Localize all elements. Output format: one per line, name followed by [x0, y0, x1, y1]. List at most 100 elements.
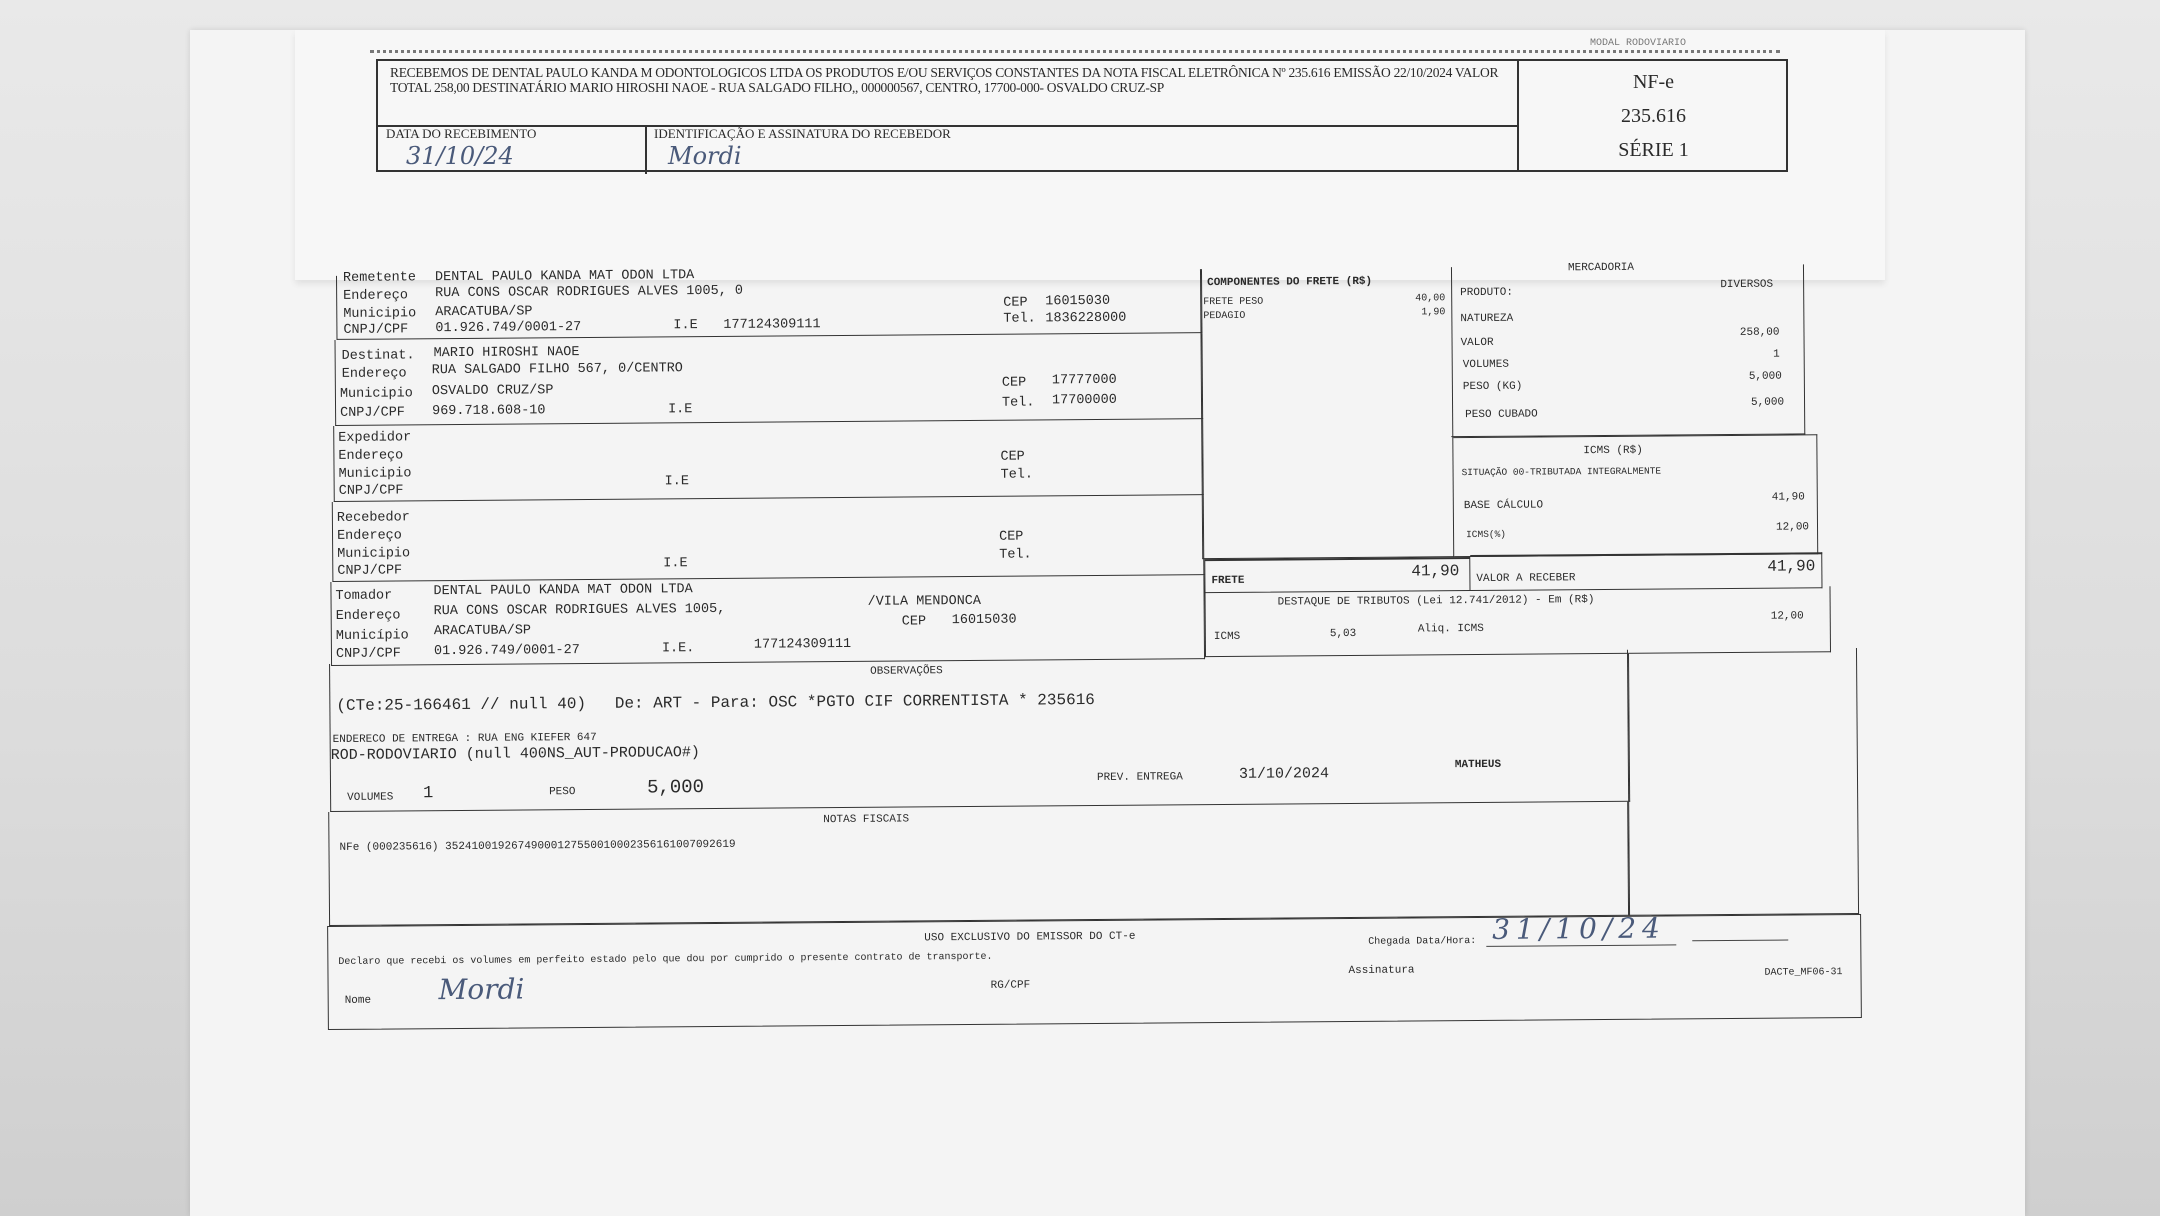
recebedor-ie-label: I.E: [663, 556, 688, 572]
recebedor-section: Recebedor Endereço Municipio CNPJ/CPF I.…: [331, 495, 1205, 582]
observacoes-line1: (CTe:25-166461 // null 40) De: ART - Par…: [336, 690, 1095, 715]
form-code: DACTe_MF06-31: [1764, 967, 1843, 979]
remetente-doc: 01.926.749/0001-27: [435, 320, 582, 337]
destinatario-end-label: Endereço: [341, 366, 407, 382]
remetente-tel-label: Tel.: [1003, 311, 1036, 327]
recebedor-tel-label: Tel.: [999, 547, 1032, 563]
destinatario-doc-label: CNPJ/CPF: [340, 405, 405, 421]
receipt-stub: RECEBEMOS DE DENTAL PAULO KANDA M ODONTO…: [376, 59, 1788, 174]
tomador-city: ARACATUBA/SP: [433, 623, 532, 640]
chegada-label: Chegada Data/Hora:: [1368, 936, 1477, 948]
tributos-section: DESTAQUE DE TRIBUTOS (Lei 12.741/2012) -…: [1204, 586, 1832, 658]
natureza-label: NATUREZA: [1460, 312, 1514, 326]
signature: Mordi: [668, 142, 742, 170]
notas-title: NOTAS FISCAIS: [823, 813, 910, 827]
icms-situacao: SITUAÇÃO 00-TRIBUTADA INTEGRALMENTE: [1461, 465, 1662, 479]
componentes-section: COMPONENTES DO FRETE (R$) FRETE PESO 40,…: [1199, 267, 1455, 560]
tomador-mun-label: Município: [335, 628, 409, 644]
remetente-mun-label: Municipio: [343, 306, 417, 322]
remetente-cep-label: CEP: [1003, 295, 1028, 311]
icms-pct-value: 12,00: [1775, 521, 1810, 534]
remetente-cep: 16015030: [1045, 293, 1111, 310]
destinatario-tel: 17700000: [1051, 392, 1117, 409]
observacoes-section: OBSERVAÇÕES (CTe:25-166461 // null 40) D…: [329, 653, 1631, 812]
recebedor-doc-label: CNPJ/CPF: [337, 563, 403, 579]
destinatario-tel-label: Tel.: [1001, 395, 1035, 411]
expedidor-mun-label: Municipio: [338, 466, 412, 482]
nome-signature: Mordi: [438, 972, 525, 1007]
recebedor-cep-label: CEP: [999, 529, 1024, 545]
pedagio-label: PEDAGIO: [1203, 310, 1246, 323]
recebedor-end-label: Endereço: [336, 528, 402, 544]
valor-receber-label: VALOR A RECEBER: [1476, 572, 1576, 585]
frete-peso-value: 40,00: [1415, 293, 1446, 305]
obs-volumes-label: VOLUMES: [347, 791, 394, 804]
modal-label: MODAL RODOVIARIO: [1590, 38, 1687, 49]
peso-value: 5,000: [1748, 370, 1782, 383]
nfe-serie: SÉRIE 1: [1618, 139, 1689, 161]
remetente-tel: 1836228000: [1045, 310, 1127, 327]
remetente-city: ARACATUBA/SP: [435, 304, 533, 321]
volumes-label: VOLUMES: [1462, 358, 1509, 372]
mercadoria-section: MERCADORIA PRODUTO: DIVERSOS NATUREZA VA…: [1449, 261, 1806, 438]
peso-label: PESO (KG): [1462, 380, 1523, 394]
frete-value: 41,90: [1411, 562, 1460, 581]
tributos-icms-label: ICMS: [1213, 630, 1241, 644]
mercadoria-title: MERCADORIA: [1567, 261, 1635, 275]
volumes-value: 1: [1773, 348, 1780, 361]
tomador-district: /VILA MENDONCA: [867, 593, 982, 610]
remetente-label: Remetente: [342, 270, 416, 286]
destinatario-doc: 969.718.608-10: [432, 403, 546, 420]
obs-volumes-value: 1: [422, 784, 434, 804]
tomador-ie: 177124309111: [753, 636, 852, 653]
valor-receber-value: 41,90: [1767, 557, 1816, 576]
produto-value: DIVERSOS: [1720, 278, 1774, 292]
nfe-key-line: NFe (000235616) 352410019267490001275500…: [339, 838, 736, 854]
id-label: IDENTIFICAÇÃO E ASSINATURA DO RECEBEDOR: [654, 126, 951, 141]
tributos-icms-value: 5,03: [1329, 627, 1357, 641]
folded-stub-sheet: [295, 30, 1885, 280]
aliq-icms-value: 12,00: [1770, 610, 1804, 623]
tomador-end-label: Endereço: [335, 608, 401, 624]
hora-line: [1692, 939, 1789, 942]
chegada-line: [1486, 944, 1677, 947]
produto-label: PRODUTO:: [1460, 286, 1514, 300]
base-calculo-value: 41,90: [1771, 491, 1805, 504]
frete-label: FRETE: [1211, 574, 1245, 588]
expedidor-cep-label: CEP: [1000, 449, 1025, 465]
expedidor-label: Expedidor: [338, 430, 412, 446]
tomador-doc-label: CNPJ/CPF: [335, 646, 401, 662]
assinatura-label: Assinatura: [1348, 964, 1415, 978]
icms-pct-label: ICMS(%): [1466, 528, 1507, 541]
destinatario-section: Destinat. MARIO HIROSHI NAOE Endereço RU…: [334, 333, 1204, 426]
remetente-ie: 177124309111: [723, 317, 821, 333]
remetente-section: Remetente DENTAL PAULO KANDA MAT ODON LT…: [335, 268, 1203, 340]
expedidor-end-label: Endereço: [338, 448, 404, 464]
prev-entrega-label: PREV. ENTREGA: [1096, 771, 1183, 784]
recebedor-mun-label: Municipio: [337, 546, 411, 562]
observacoes-title: OBSERVAÇÕES: [870, 665, 943, 678]
operator-name: MATHEUS: [1454, 758, 1502, 772]
obs-peso-value: 5,000: [646, 776, 705, 799]
dacte-form: Remetente DENTAL PAULO KANDA MAT ODON LT…: [327, 261, 1864, 1061]
destinatario-ie-label: I.E: [668, 402, 693, 418]
expedidor-doc-label: CNPJ/CPF: [338, 483, 404, 499]
date-label: DATA DO RECEBIMENTO: [386, 126, 537, 141]
observacoes-line3: ROD-RODOVIARIO (null 400NS_AUT-PRODUCAO#…: [330, 744, 700, 764]
perforation-line: [370, 50, 1780, 53]
expedidor-tel-label: Tel.: [1000, 467, 1034, 483]
tomador-address: RUA CONS OSCAR RODRIGUES ALVES 1005,: [433, 601, 726, 620]
peso-cubado-value: 5,000: [1750, 396, 1785, 409]
date-field: DATA DO RECEBIMENTO 31/10/24: [378, 127, 647, 174]
receipt-text: RECEBEMOS DE DENTAL PAULO KANDA M ODONTO…: [390, 65, 1499, 95]
valor-value: 258,00: [1739, 326, 1780, 339]
destinatario-cep: 17777000: [1051, 372, 1117, 389]
remetente-end-label: Endereço: [343, 288, 409, 304]
uso-title: USO EXCLUSIVO DO EMISSOR DO CT-e: [924, 930, 1136, 945]
tomador-cep-label: CEP: [901, 614, 927, 630]
icms-section: ICMS (R$) SITUAÇÃO 00-TRIBUTADA INTEGRAL…: [1453, 434, 1819, 558]
tomador-section: Tomador DENTAL PAULO KANDA MAT ODON LTDA…: [330, 575, 1206, 666]
notas-section: NOTAS FISCAIS NFe (000235616) 3524100192…: [328, 801, 1630, 927]
rg-cpf-label: RG/CPF: [990, 979, 1031, 992]
destinatario-city: OSVALDO CRUZ/SP: [431, 383, 554, 400]
